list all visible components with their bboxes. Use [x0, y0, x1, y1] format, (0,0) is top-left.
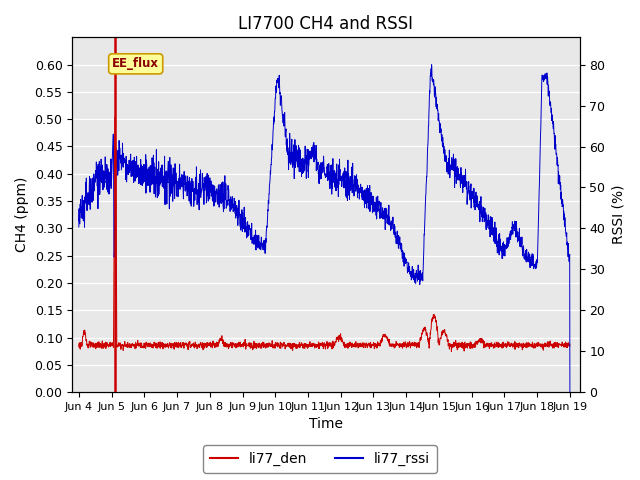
Y-axis label: RSSI (%): RSSI (%) — [611, 185, 625, 244]
Text: EE_flux: EE_flux — [112, 57, 159, 71]
X-axis label: Time: Time — [309, 418, 343, 432]
Y-axis label: CH4 (ppm): CH4 (ppm) — [15, 177, 29, 252]
Legend: li77_den, li77_rssi: li77_den, li77_rssi — [203, 445, 437, 473]
Title: LI7700 CH4 and RSSI: LI7700 CH4 and RSSI — [239, 15, 413, 33]
